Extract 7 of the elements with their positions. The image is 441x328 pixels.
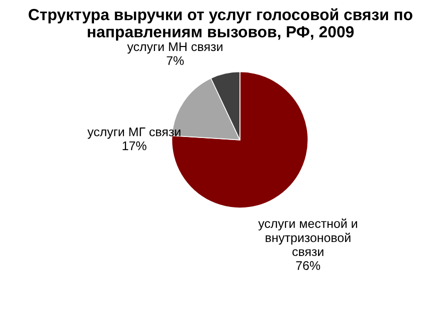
data-label: 17%: [122, 141, 146, 150]
chart-title: Структура выручки от услуг голосовой связи по направлениям вызовов, РФ, 2009: [28, 8, 412, 41]
data-label: 7%: [166, 56, 184, 65]
slice-label: услуги МН связи: [127, 42, 222, 54]
slice-label: услуги МГ связи: [87, 128, 180, 139]
slice-label: услуги местной и внутризоновой связи: [258, 218, 358, 256]
data-label: 76%: [296, 261, 320, 270]
